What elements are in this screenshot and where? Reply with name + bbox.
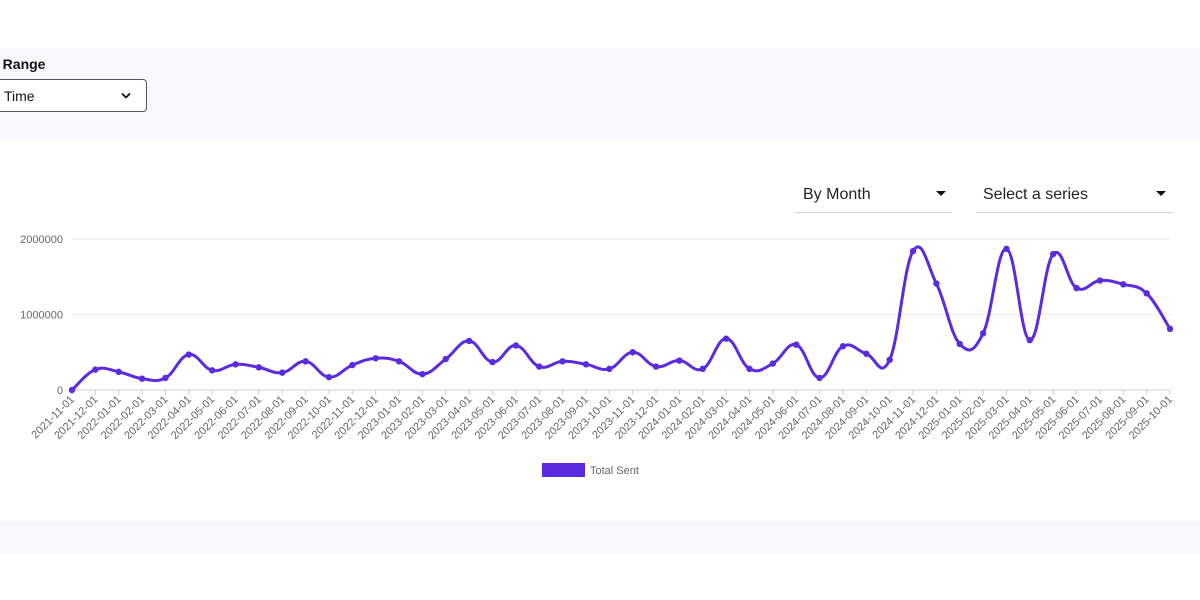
- grouping-select[interactable]: By Month: [796, 177, 952, 213]
- date-range-label: e Range: [0, 56, 46, 72]
- footer-panel: [0, 521, 1200, 553]
- filter-panel: [0, 48, 1200, 140]
- series-placeholder: Select a series: [983, 185, 1088, 203]
- caret-down-icon: [1156, 191, 1166, 196]
- date-range-value: Time: [4, 87, 35, 104]
- chevron-down-icon: [121, 93, 131, 99]
- grouping-value: By Month: [803, 185, 871, 203]
- date-range-select[interactable]: Time: [0, 79, 147, 112]
- caret-down-icon: [936, 191, 946, 196]
- series-select[interactable]: Select a series: [976, 177, 1172, 213]
